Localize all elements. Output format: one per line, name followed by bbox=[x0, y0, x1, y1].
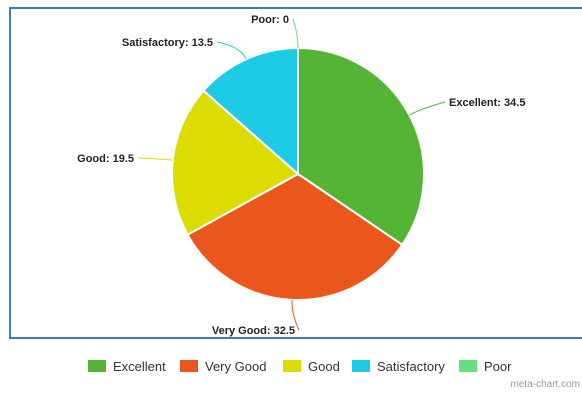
connector-poor bbox=[293, 19, 298, 48]
legend-label-good: Good bbox=[308, 359, 340, 374]
chart-legend: Excellent Very Good Good Satisfactory Po… bbox=[0, 356, 582, 376]
connector-good bbox=[138, 158, 173, 160]
legend-label-poor: Poor bbox=[484, 359, 511, 374]
connector-satisfactory bbox=[217, 42, 246, 59]
legend-item-very-good[interactable]: Very Good bbox=[180, 356, 266, 376]
pie-chart: Excellent: 34.5 Very Good: 32.5 Good: 19.5… bbox=[11, 9, 582, 339]
legend-swatch-very-good bbox=[180, 360, 198, 372]
watermark-text: meta-chart.com bbox=[511, 379, 580, 390]
legend-swatch-excellent bbox=[88, 360, 106, 372]
data-label-very-good: Very Good: 32.5 bbox=[212, 325, 295, 337]
legend-swatch-satisfactory bbox=[352, 360, 370, 372]
data-label-poor: Poor: 0 bbox=[251, 14, 289, 26]
legend-item-satisfactory[interactable]: Satisfactory bbox=[352, 356, 445, 376]
legend-item-good[interactable]: Good bbox=[283, 356, 340, 376]
legend-swatch-poor bbox=[459, 360, 477, 372]
connector-excellent bbox=[409, 102, 445, 115]
chart-frame: Excellent: 34.5 Very Good: 32.5 Good: 19.5… bbox=[9, 7, 582, 339]
legend-item-excellent[interactable]: Excellent bbox=[88, 356, 166, 376]
legend-swatch-good bbox=[283, 360, 301, 372]
legend-label-satisfactory: Satisfactory bbox=[377, 359, 445, 374]
legend-label-very-good: Very Good bbox=[205, 359, 266, 374]
data-label-excellent: Excellent: 34.5 bbox=[449, 97, 525, 109]
legend-item-poor[interactable]: Poor bbox=[459, 356, 511, 376]
data-label-good: Good: 19.5 bbox=[77, 153, 134, 165]
data-label-satisfactory: Satisfactory: 13.5 bbox=[122, 37, 213, 49]
legend-label-excellent: Excellent bbox=[113, 359, 166, 374]
